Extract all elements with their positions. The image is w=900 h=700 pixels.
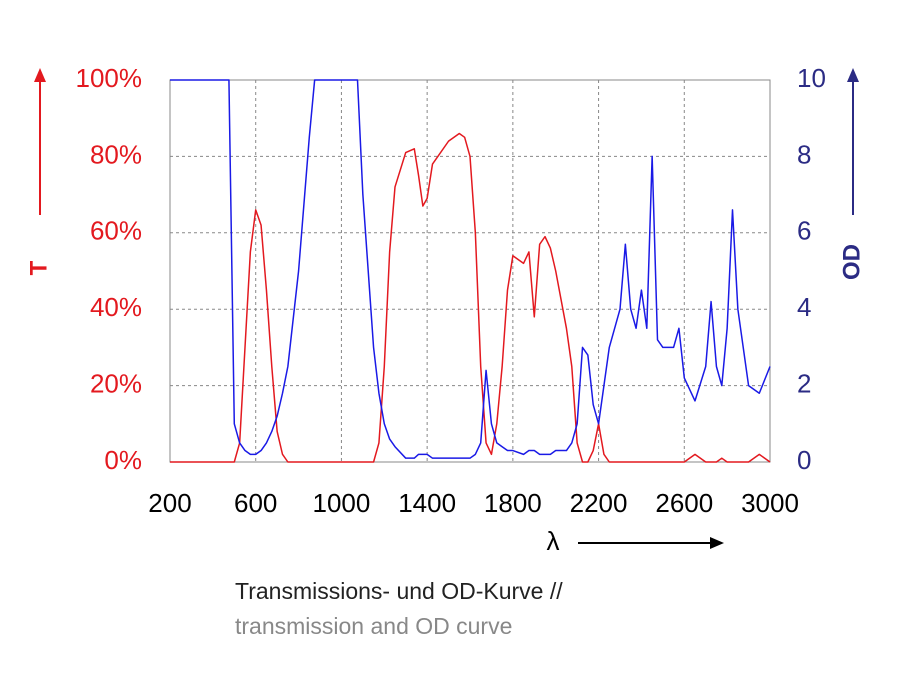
x-tick-label: 1400 [398, 488, 456, 518]
x-tick-label: 1800 [484, 488, 542, 518]
y-tick-label: 20% [90, 368, 142, 398]
series-line [170, 132, 771, 463]
y2-tick-label: 6 [797, 216, 811, 246]
x-tick-label: 3000 [741, 488, 799, 518]
decor [34, 68, 859, 549]
y2-tick-label: 8 [797, 139, 811, 169]
plot-frame [169, 79, 771, 463]
y-tick-label: 100% [76, 63, 143, 93]
y-tick-label: 40% [90, 292, 142, 322]
y2-arrow-head [847, 68, 859, 82]
caption: transmission and OD curve [235, 613, 512, 639]
y-axis-label: T [25, 260, 52, 275]
y2-axis-label: OD [838, 244, 865, 280]
y2-tick-label: 4 [797, 292, 811, 322]
y2-tick-label: 10 [797, 63, 826, 93]
x-tick-label: 2200 [570, 488, 628, 518]
y-tick-label: 0% [104, 445, 142, 475]
y2-tick-label: 0 [797, 445, 811, 475]
x-tick-label: 600 [234, 488, 277, 518]
y-tick-label: 60% [90, 216, 142, 246]
x-tick-label: 200 [148, 488, 191, 518]
y-arrow-head [34, 68, 46, 82]
y2-tick-label: 2 [797, 368, 811, 398]
y-tick-label: 80% [90, 139, 142, 169]
x-arrow-head [710, 537, 724, 549]
x-tick-label: 2600 [655, 488, 713, 518]
x-tick-label: 1000 [313, 488, 371, 518]
series-line [170, 79, 771, 459]
x-axis-label: λ [547, 526, 560, 556]
caption: Transmissions- und OD-Kurve // [235, 578, 563, 604]
